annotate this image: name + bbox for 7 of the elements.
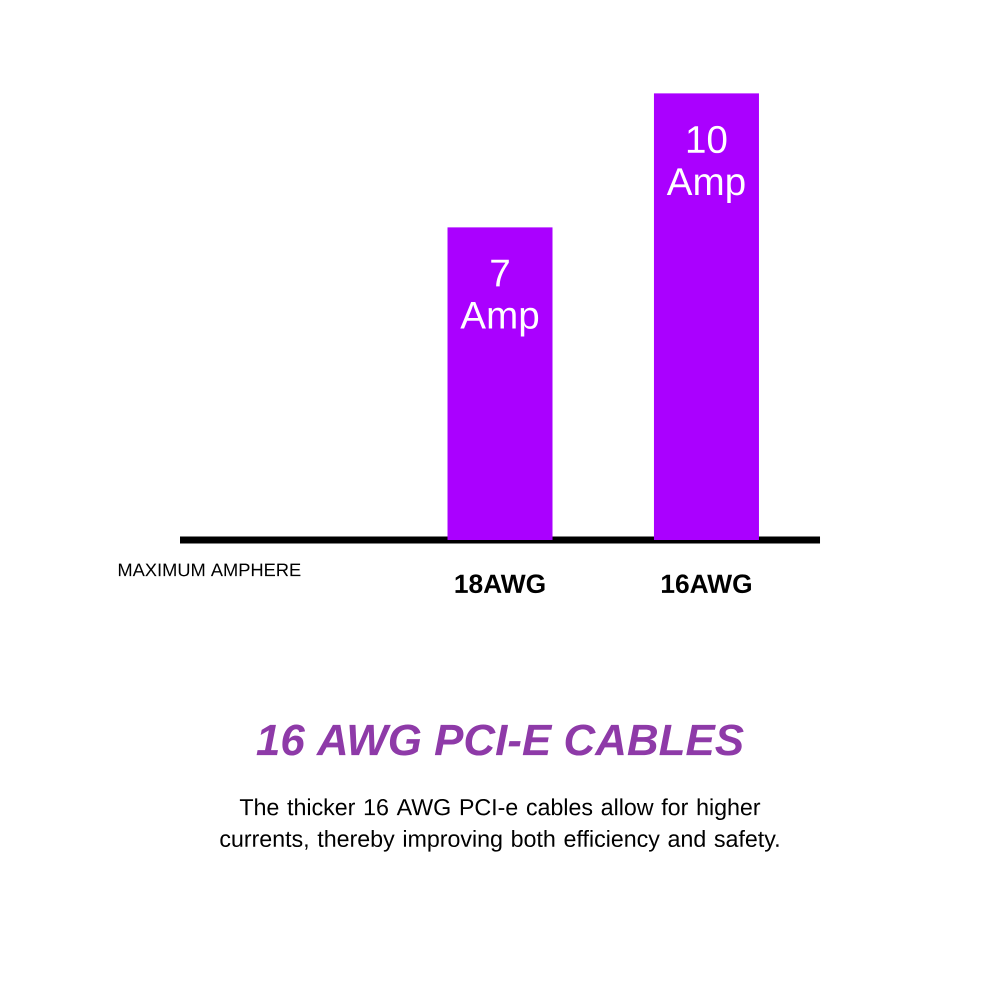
data-label: 10 Amp	[666, 126, 745, 203]
data-label: 7 Amp	[460, 260, 538, 337]
text: MAXIMUM AMPHERE	[118, 564, 300, 576]
x-tick-label: 16AWG	[662, 574, 751, 594]
text: The thicker 16 AWG PCI-e cables allow for higher currents, thereby improving both efficiency and safety.	[220, 798, 779, 852]
text: 16 AWG PCI-E CABLES	[256, 724, 744, 756]
x-tick-label: 18AWG	[456, 574, 544, 594]
